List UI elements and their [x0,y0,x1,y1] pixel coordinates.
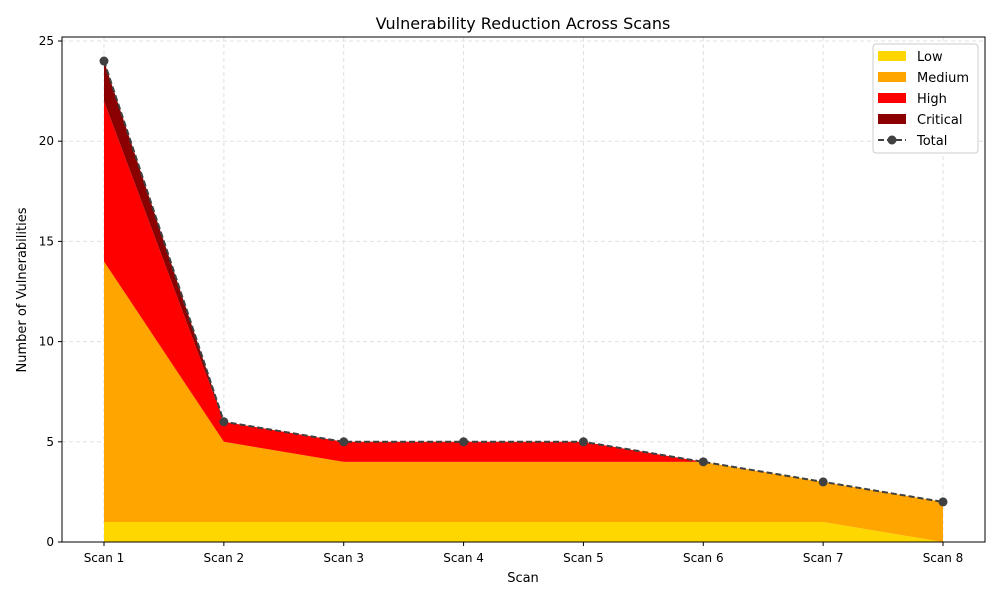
y-tick-label: 15 [39,234,54,248]
chart-title: Vulnerability Reduction Across Scans [376,14,671,33]
legend-label: High [917,92,947,107]
x-tick-label: Scan 2 [204,551,245,565]
legend-label: Medium [917,71,969,86]
legend-label: Low [917,50,943,65]
y-tick-label: 0 [46,535,54,549]
x-tick-label: Scan 8 [923,551,964,565]
total-point [818,477,828,487]
legend-label: Total [916,134,947,149]
legend-swatch-critical [878,114,906,124]
area-high [104,101,943,502]
x-tick-label: Scan 3 [323,551,364,565]
total-line [103,60,944,503]
area-medium [104,261,943,542]
y-axis-label: Number of Vulnerabilities [15,207,30,372]
total-point [938,497,948,507]
total-point [578,437,588,447]
legend-swatch-medium [878,72,906,82]
legend-label: Critical [917,113,962,128]
total-point [459,437,469,447]
y-tick-label: 25 [39,34,54,48]
plot-frame [61,36,986,543]
legend-swatch-high [878,93,906,103]
x-tick-label: Scan 6 [683,551,724,565]
y-tick-label: 20 [39,134,54,148]
x-axis-label: Scan [507,571,539,586]
x-tick-label: Scan 7 [803,551,844,565]
legend-box [872,43,979,154]
x-tick-label: Scan 5 [563,551,604,565]
legend-swatch-low [878,51,906,61]
area-low [104,521,943,542]
total-point [99,56,109,66]
total-point [219,417,229,427]
y-tick-label: 10 [39,335,54,349]
legend-marker-total [887,135,897,145]
y-tick-label: 5 [46,435,54,449]
x-tick-label: Scan 1 [84,551,125,565]
x-tick-label: Scan 4 [443,551,484,565]
total-point [339,437,349,447]
total-point [698,457,708,467]
